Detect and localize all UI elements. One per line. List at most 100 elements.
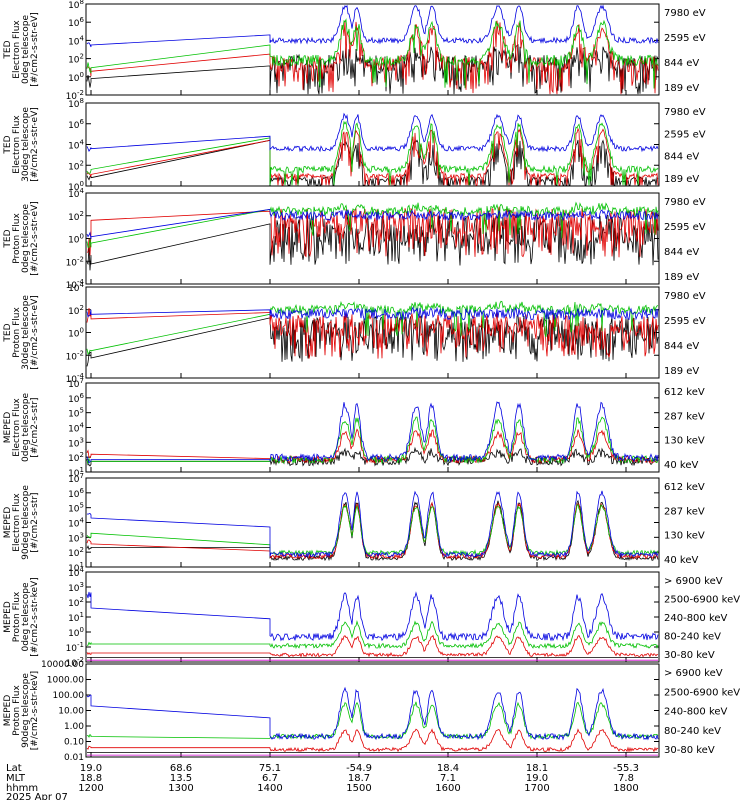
panel-1-frame xyxy=(85,3,660,96)
lat-tick-label: 75.1 xyxy=(259,763,281,774)
y-axis-label: 30deg telescope xyxy=(21,295,31,370)
y-tick-label: 105 xyxy=(68,407,84,420)
y-tick-label: 101 xyxy=(68,561,84,574)
time-tick-label: 1400 xyxy=(257,783,282,794)
y-tick-label: 10-2 xyxy=(66,255,84,268)
mlt-tick-label: 19.0 xyxy=(526,773,548,784)
legend-entry: 612 keV xyxy=(664,387,705,398)
y-axis-label: MEPED xyxy=(3,695,13,727)
legend-entry: 2595 eV xyxy=(664,316,706,327)
mlt-tick-label: 18.7 xyxy=(348,773,370,784)
series-1-3 xyxy=(86,18,659,89)
mlt-tick-label: 13.5 xyxy=(170,773,192,784)
y-tick-label: 106 xyxy=(68,487,84,500)
y-tick-label: 105 xyxy=(68,502,84,515)
y-axis-label: Electron Flux xyxy=(12,493,22,552)
legend-entry: 240-800 keV xyxy=(664,613,728,624)
lat-tick-label: -54.9 xyxy=(346,763,372,774)
y-axis-label: Electron Flux xyxy=(12,20,22,79)
legend-entry: 2595 eV xyxy=(664,33,706,44)
panel-8-frame xyxy=(85,663,660,758)
y-axis-label: Proton Flux xyxy=(12,591,22,642)
legend-entry: 130 keV xyxy=(664,531,705,542)
y-axis-label: TED xyxy=(3,229,13,248)
y-axis-label: Electron Flux xyxy=(12,115,22,174)
y-axis-label: 0deg telescope xyxy=(21,15,31,85)
y-axis-label: [#/cm2-s-str] xyxy=(30,397,40,457)
y-axis-label: MEPED xyxy=(3,601,13,633)
legend-entry: 240-800 keV xyxy=(664,707,728,718)
legend-entry: 189 eV xyxy=(664,366,699,377)
y-axis-label: [#/cm2-s-str-keV] xyxy=(30,671,40,750)
legend-entry: 80-240 keV xyxy=(664,632,721,643)
y-tick-label: 106 xyxy=(68,392,84,405)
time-tick-label: 1700 xyxy=(524,783,549,794)
y-axis-label: [#/cm2-s-str-eV] xyxy=(30,295,40,370)
series-8-4 xyxy=(86,701,659,741)
lat-tick-label: 18.4 xyxy=(437,763,459,774)
y-tick-label: 103 xyxy=(68,581,84,594)
y-tick-label: 103 xyxy=(68,531,84,544)
lat-tick-label: 18.1 xyxy=(526,763,548,774)
series-7-5 xyxy=(86,591,659,642)
series-8-5 xyxy=(86,686,659,741)
series-3-2 xyxy=(86,206,659,258)
y-tick-label: 100 xyxy=(68,71,84,84)
y-tick-label: 100 xyxy=(68,327,84,340)
series-4-3 xyxy=(86,300,659,355)
series-7-3 xyxy=(86,634,659,658)
y-tick-label: 106 xyxy=(68,118,84,131)
y-tick-label: 0.10 xyxy=(64,738,84,748)
y-axis-label: 0deg telescope xyxy=(21,393,31,463)
y-axis-label: 0deg telescope xyxy=(21,204,31,274)
series-2-3 xyxy=(86,120,659,186)
series-5-4 xyxy=(86,401,659,465)
series-3-4 xyxy=(86,208,659,240)
time-tick-label: 1200 xyxy=(78,783,103,794)
legend-entry: > 6900 keV xyxy=(664,668,723,679)
legend-entry: 2500-6900 keV xyxy=(664,687,740,698)
y-tick-label: 10-4 xyxy=(66,372,85,385)
y-tick-label: 102 xyxy=(68,159,84,172)
y-tick-label: 107 xyxy=(68,377,84,390)
y-axis-label: Proton Flux xyxy=(12,685,22,736)
series-2-4 xyxy=(86,112,659,153)
x-row-label: MLT xyxy=(6,773,26,784)
y-axis-label: [#/cm2-s-str-eV] xyxy=(30,12,40,87)
legend-entry: 2500-6900 keV xyxy=(664,595,740,606)
y-tick-label: 102 xyxy=(68,53,84,66)
mlt-tick-label: 6.7 xyxy=(262,773,278,784)
y-tick-label: 102 xyxy=(68,546,84,559)
legend-entry: 189 eV xyxy=(664,272,699,283)
legend-entry: 844 eV xyxy=(664,341,699,352)
legend-entry: 844 eV xyxy=(664,152,699,163)
y-tick-label: 104 xyxy=(68,566,84,579)
legend-entry: 80-240 keV xyxy=(664,726,721,737)
y-tick-label: 0.01 xyxy=(64,753,84,763)
y-tick-label: 106 xyxy=(68,16,84,29)
legend-entry: 30-80 keV xyxy=(664,650,715,661)
y-tick-label: 104 xyxy=(68,34,84,47)
y-tick-label: 100 xyxy=(68,180,84,193)
mlt-tick-label: 7.1 xyxy=(440,773,456,784)
y-tick-label: 103 xyxy=(68,436,84,449)
legend-entry: 7980 eV xyxy=(664,291,706,302)
y-tick-label: 100 xyxy=(68,626,84,639)
series-3-3 xyxy=(86,201,659,248)
y-axis-label: [#/cm2-s-str-eV] xyxy=(30,201,40,276)
legend-entry: 844 eV xyxy=(664,247,699,258)
legend-entry: 130 keV xyxy=(664,436,705,447)
y-axis-label: [#/cm2-s-str] xyxy=(30,492,40,552)
date-label: 2025 Apr 07 xyxy=(6,792,68,800)
y-tick-label: 10-2 xyxy=(66,89,84,102)
legend-entry: 7980 eV xyxy=(664,197,706,208)
y-tick-label: 104 xyxy=(68,187,84,200)
y-tick-label: 104 xyxy=(68,422,84,435)
x-row-label: Lat xyxy=(6,763,22,774)
series-7-4 xyxy=(86,619,659,650)
y-axis-label: 30deg telescope xyxy=(21,107,31,182)
series-1-2 xyxy=(86,20,659,95)
y-tick-label: 10000.00 xyxy=(41,660,84,670)
y-axis-label: MEPED xyxy=(3,412,13,444)
